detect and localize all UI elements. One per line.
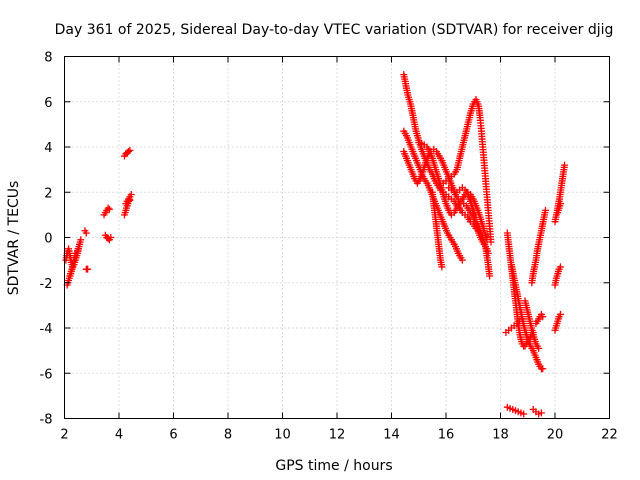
x-tick-label: 2 (60, 428, 68, 443)
data-point (107, 234, 115, 241)
axis-ticks (64, 56, 610, 419)
data-point (541, 206, 549, 214)
data-point (125, 195, 133, 203)
y-tick-label: 8 (44, 51, 52, 66)
data-point (126, 196, 134, 204)
data-point (539, 313, 547, 321)
data-point (556, 263, 564, 271)
data-point (458, 256, 466, 264)
data-point (104, 204, 112, 212)
x-tick-label: 10 (274, 428, 291, 443)
y-axis-label: SDTVAR / TECUs (6, 181, 22, 296)
data-point (539, 365, 547, 373)
data-point (82, 229, 90, 237)
data-point (556, 310, 564, 318)
data-point (535, 344, 543, 352)
y-tick-label: 6 (44, 96, 52, 111)
x-axis-label: GPS time / hours (275, 458, 392, 474)
data-point (127, 191, 135, 199)
x-tick-label: 12 (329, 428, 346, 443)
chart-title: Day 361 of 2025, Sidereal Day-to-day VTE… (55, 22, 614, 38)
data-point (537, 409, 545, 417)
y-tick-label: 0 (44, 232, 52, 247)
data-point (126, 146, 134, 154)
data-point (84, 265, 92, 273)
x-tick-label: 18 (492, 428, 509, 443)
x-tick-label: 20 (547, 428, 564, 443)
x-tick-label: 22 (601, 428, 618, 443)
data-point (438, 263, 446, 271)
data-point (125, 148, 133, 156)
data-point (486, 272, 494, 280)
data-markers (62, 71, 569, 418)
y-tick-label: 4 (44, 141, 52, 156)
data-point (520, 410, 528, 418)
data-point (484, 249, 492, 257)
x-tick-label: 8 (224, 428, 232, 443)
data-point (561, 161, 569, 169)
data-point (77, 236, 85, 244)
y-tick-label: -4 (40, 322, 53, 337)
y-tick-labels: -8 -6 -4 -2 0 2 4 6 8 (40, 51, 53, 428)
data-point (487, 238, 495, 246)
y-tick-label: -2 (40, 277, 53, 292)
data-point (74, 245, 82, 253)
grid (64, 56, 610, 419)
x-tick-label: 16 (438, 428, 455, 443)
y-tick-label: -6 (40, 367, 53, 382)
x-tick-label: 14 (383, 428, 400, 443)
data-point (472, 213, 480, 221)
x-tick-label: 6 (169, 428, 177, 443)
y-tick-label: -8 (40, 413, 53, 428)
y-tick-label: 2 (44, 186, 52, 201)
data-point (556, 200, 564, 208)
x-tick-labels: 2 4 6 8 10 12 14 16 18 20 22 (60, 428, 617, 443)
x-tick-label: 4 (115, 428, 123, 443)
data-point (105, 205, 113, 213)
